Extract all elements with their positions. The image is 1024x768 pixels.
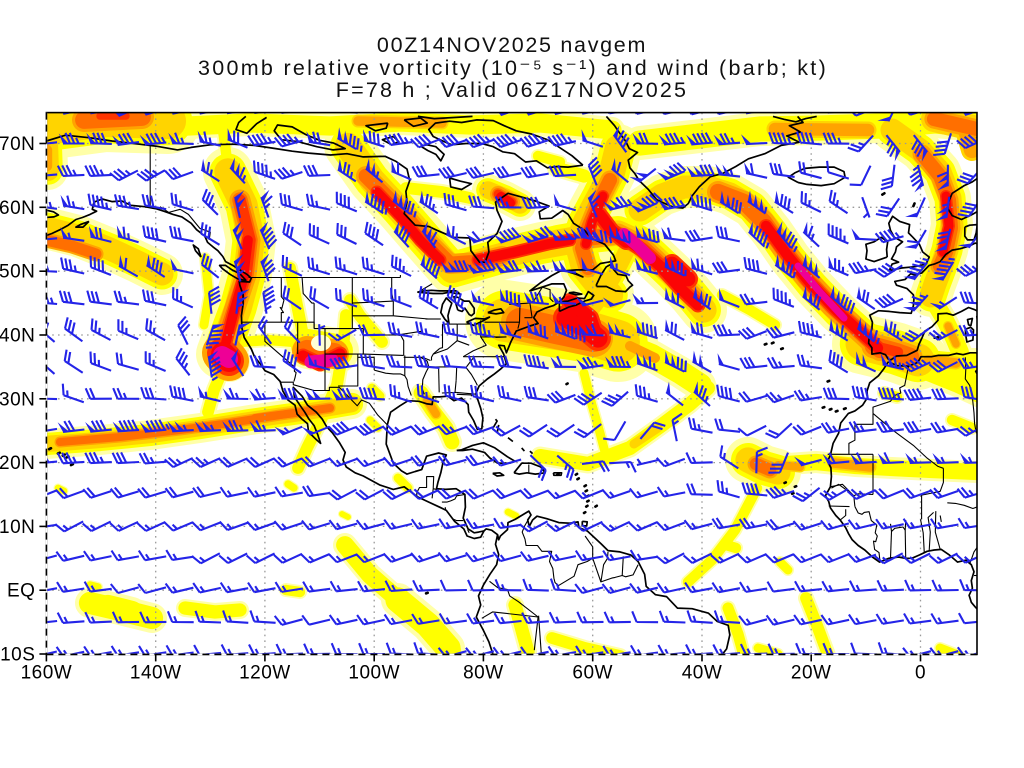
svg-text:EQ: EQ [7,581,35,602]
svg-text:00Z14NOV2025 navgem: 00Z14NOV2025 navgem [377,33,647,57]
svg-text:10S: 10S [0,645,35,666]
svg-text:40W: 40W [682,662,723,683]
svg-text:30N: 30N [0,389,35,410]
svg-text:40N: 40N [0,326,35,347]
svg-text:10N: 10N [0,517,35,538]
svg-text:0: 0 [915,662,926,683]
svg-text:300mb relative vorticity (10⁻⁵: 300mb relative vorticity (10⁻⁵ s⁻¹) and … [198,56,828,80]
svg-text:100W: 100W [348,662,400,683]
svg-text:60N: 60N [0,198,35,219]
svg-text:140W: 140W [130,662,182,683]
svg-text:20N: 20N [0,453,35,474]
svg-text:160W: 160W [21,662,73,683]
svg-text:50N: 50N [0,262,35,283]
svg-text:20W: 20W [791,662,832,683]
svg-text:F=78 h ; Valid 06Z17NOV2025: F=78 h ; Valid 06Z17NOV2025 [336,78,688,102]
svg-text:80W: 80W [463,662,504,683]
svg-text:120W: 120W [239,662,291,683]
svg-text:60W: 60W [572,662,613,683]
svg-text:70N: 70N [0,134,35,155]
